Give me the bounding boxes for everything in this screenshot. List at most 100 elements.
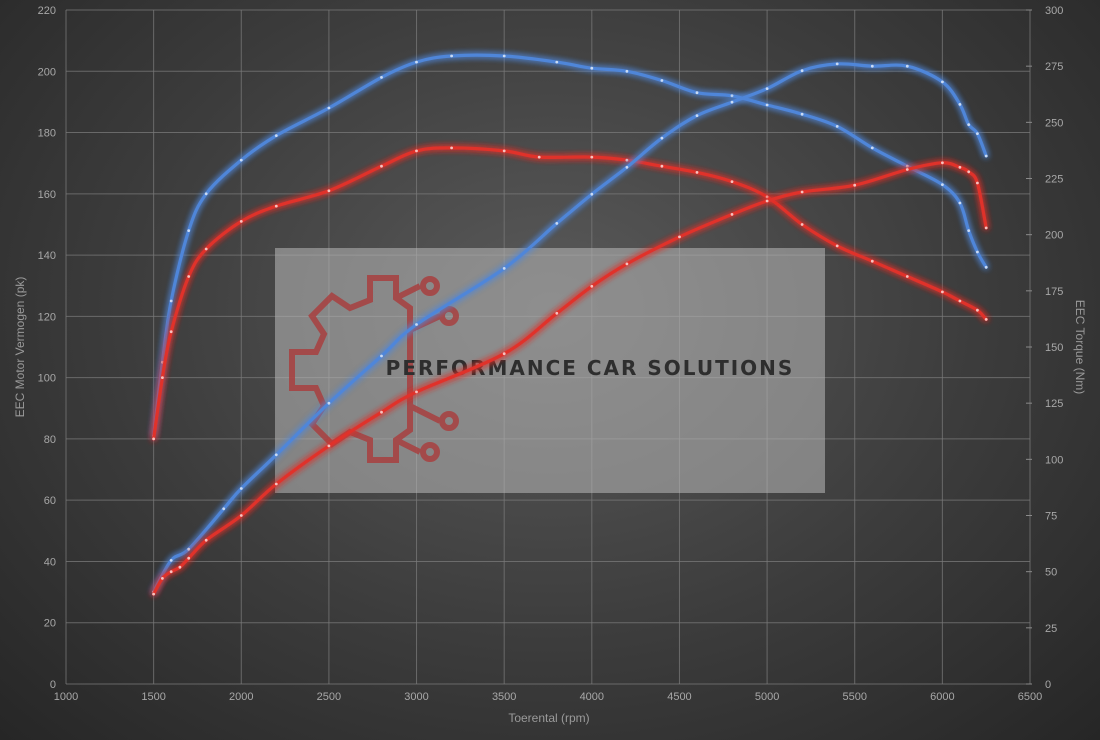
stock-torque-point bbox=[380, 410, 383, 414]
tuned-torque-point bbox=[415, 323, 418, 326]
y2-tick-label: 25 bbox=[1045, 623, 1057, 635]
tuned-torque-point bbox=[169, 559, 173, 562]
stock-power-point bbox=[537, 155, 541, 159]
y-tick-label: 220 bbox=[38, 5, 56, 17]
stock-torque-point bbox=[941, 161, 944, 165]
stock-torque-line bbox=[152, 161, 988, 596]
stock-power-point bbox=[941, 290, 944, 294]
tuned-power-point bbox=[555, 60, 559, 64]
tuned-torque-point bbox=[590, 192, 594, 196]
stock-torque-point bbox=[502, 352, 506, 356]
x-tick-label: 1000 bbox=[54, 691, 78, 703]
tuned-torque-point bbox=[800, 69, 804, 73]
y-tick-label: 200 bbox=[38, 66, 56, 78]
tuned-torque-point bbox=[239, 487, 243, 490]
tuned-power-point bbox=[502, 54, 506, 58]
stock-torque-point bbox=[730, 213, 734, 216]
y2-tick-label: 125 bbox=[1045, 398, 1063, 410]
tuned-power-point bbox=[765, 103, 769, 107]
stock-power-point bbox=[152, 437, 156, 441]
y-tick-label: 180 bbox=[38, 128, 56, 140]
stock-power-point bbox=[239, 220, 243, 223]
tuned-torque-point bbox=[327, 401, 331, 405]
tuned-power-point bbox=[169, 299, 173, 303]
stock-torque-point bbox=[678, 235, 681, 239]
stock-torque-point bbox=[204, 538, 208, 542]
stock-power-point bbox=[695, 171, 699, 174]
tuned-power-point bbox=[204, 192, 208, 196]
tuned-torque-point bbox=[502, 267, 506, 270]
y2-tick-label: 75 bbox=[1045, 511, 1057, 523]
tuned-torque-point bbox=[274, 453, 278, 457]
y-tick-label: 120 bbox=[38, 311, 56, 323]
stock-torque-point bbox=[239, 514, 243, 517]
tuned-power-point bbox=[870, 146, 874, 150]
x-tick-label: 3000 bbox=[404, 691, 428, 703]
x-tick-label: 6500 bbox=[1018, 691, 1042, 703]
y2-tick-label: 225 bbox=[1045, 174, 1063, 186]
brand-name: PERFORMANCE CAR SOLUTIONS bbox=[386, 356, 795, 380]
tuned-power-point bbox=[695, 91, 699, 95]
stock-power-point bbox=[835, 244, 839, 248]
stock-torque-point bbox=[853, 183, 857, 187]
tuned-torque-point bbox=[984, 154, 988, 158]
stock-power-point bbox=[187, 275, 191, 278]
tuned-power-point bbox=[730, 94, 734, 98]
y2-tick-label: 300 bbox=[1045, 5, 1063, 17]
tuned-torque-point bbox=[941, 80, 944, 84]
tuned-power-point bbox=[976, 250, 979, 254]
y-tick-label: 60 bbox=[44, 495, 56, 507]
tuned-torque-point bbox=[976, 132, 979, 136]
stock-power-point bbox=[502, 149, 506, 153]
stock-power-point bbox=[625, 158, 629, 162]
y-tick-label: 80 bbox=[44, 434, 56, 446]
y2-tick-label: 150 bbox=[1045, 342, 1063, 354]
stock-torque-point bbox=[161, 577, 164, 580]
stock-power-point bbox=[169, 330, 173, 334]
stock-power-point bbox=[327, 189, 331, 193]
tuned-power-point bbox=[835, 125, 839, 128]
stock-torque-point bbox=[415, 390, 418, 394]
tuned-torque-point bbox=[905, 64, 909, 68]
tuned-torque-line bbox=[152, 62, 988, 594]
tuned-torque-point bbox=[730, 100, 734, 104]
y-tick-label: 160 bbox=[38, 189, 56, 201]
y2-tick-label: 275 bbox=[1045, 61, 1063, 73]
stock-torque-point bbox=[327, 444, 331, 448]
stock-power-point bbox=[204, 247, 208, 251]
tuned-power-point bbox=[660, 79, 664, 82]
tuned-torque-point bbox=[870, 64, 874, 68]
tuned-power-point bbox=[380, 76, 383, 79]
y2-tick-label: 100 bbox=[1045, 454, 1063, 466]
stock-torque-point bbox=[187, 556, 191, 560]
stock-torque-point bbox=[152, 592, 156, 596]
watermark: PERFORMANCE CAR SOLUTIONS bbox=[275, 248, 825, 493]
stock-power-point bbox=[870, 259, 874, 263]
y2-tick-label: 50 bbox=[1045, 567, 1057, 579]
tuned-power-point bbox=[905, 164, 909, 168]
stock-power-point bbox=[800, 223, 804, 226]
tuned-power-point bbox=[187, 229, 191, 233]
x-tick-label: 4000 bbox=[580, 691, 604, 703]
stock-power-point bbox=[976, 308, 979, 312]
tuned-power-point bbox=[590, 66, 594, 70]
stock-torque-point bbox=[169, 570, 173, 574]
tuned-torque-point bbox=[625, 165, 629, 169]
x-tick-label: 2000 bbox=[229, 691, 253, 703]
stock-torque-point bbox=[274, 482, 278, 486]
y2-tick-label: 250 bbox=[1045, 117, 1063, 129]
tuned-power-point bbox=[274, 134, 278, 138]
stock-torque-point bbox=[800, 190, 804, 194]
stock-torque-point bbox=[178, 565, 182, 569]
tuned-torque-point bbox=[660, 136, 664, 140]
stock-power-point bbox=[984, 318, 988, 321]
stock-power-point bbox=[450, 146, 453, 150]
tick-labels: 1000 1500 2000 2500 3000 3500 4000 4500 5000 5500… bbox=[38, 5, 1064, 703]
tuned-torque-point bbox=[967, 123, 971, 126]
tuned-torque-point bbox=[187, 547, 191, 551]
tuned-torque-point bbox=[222, 507, 226, 511]
stock-torque-point bbox=[555, 311, 559, 315]
y2-tick-label: 0 bbox=[1045, 679, 1051, 691]
